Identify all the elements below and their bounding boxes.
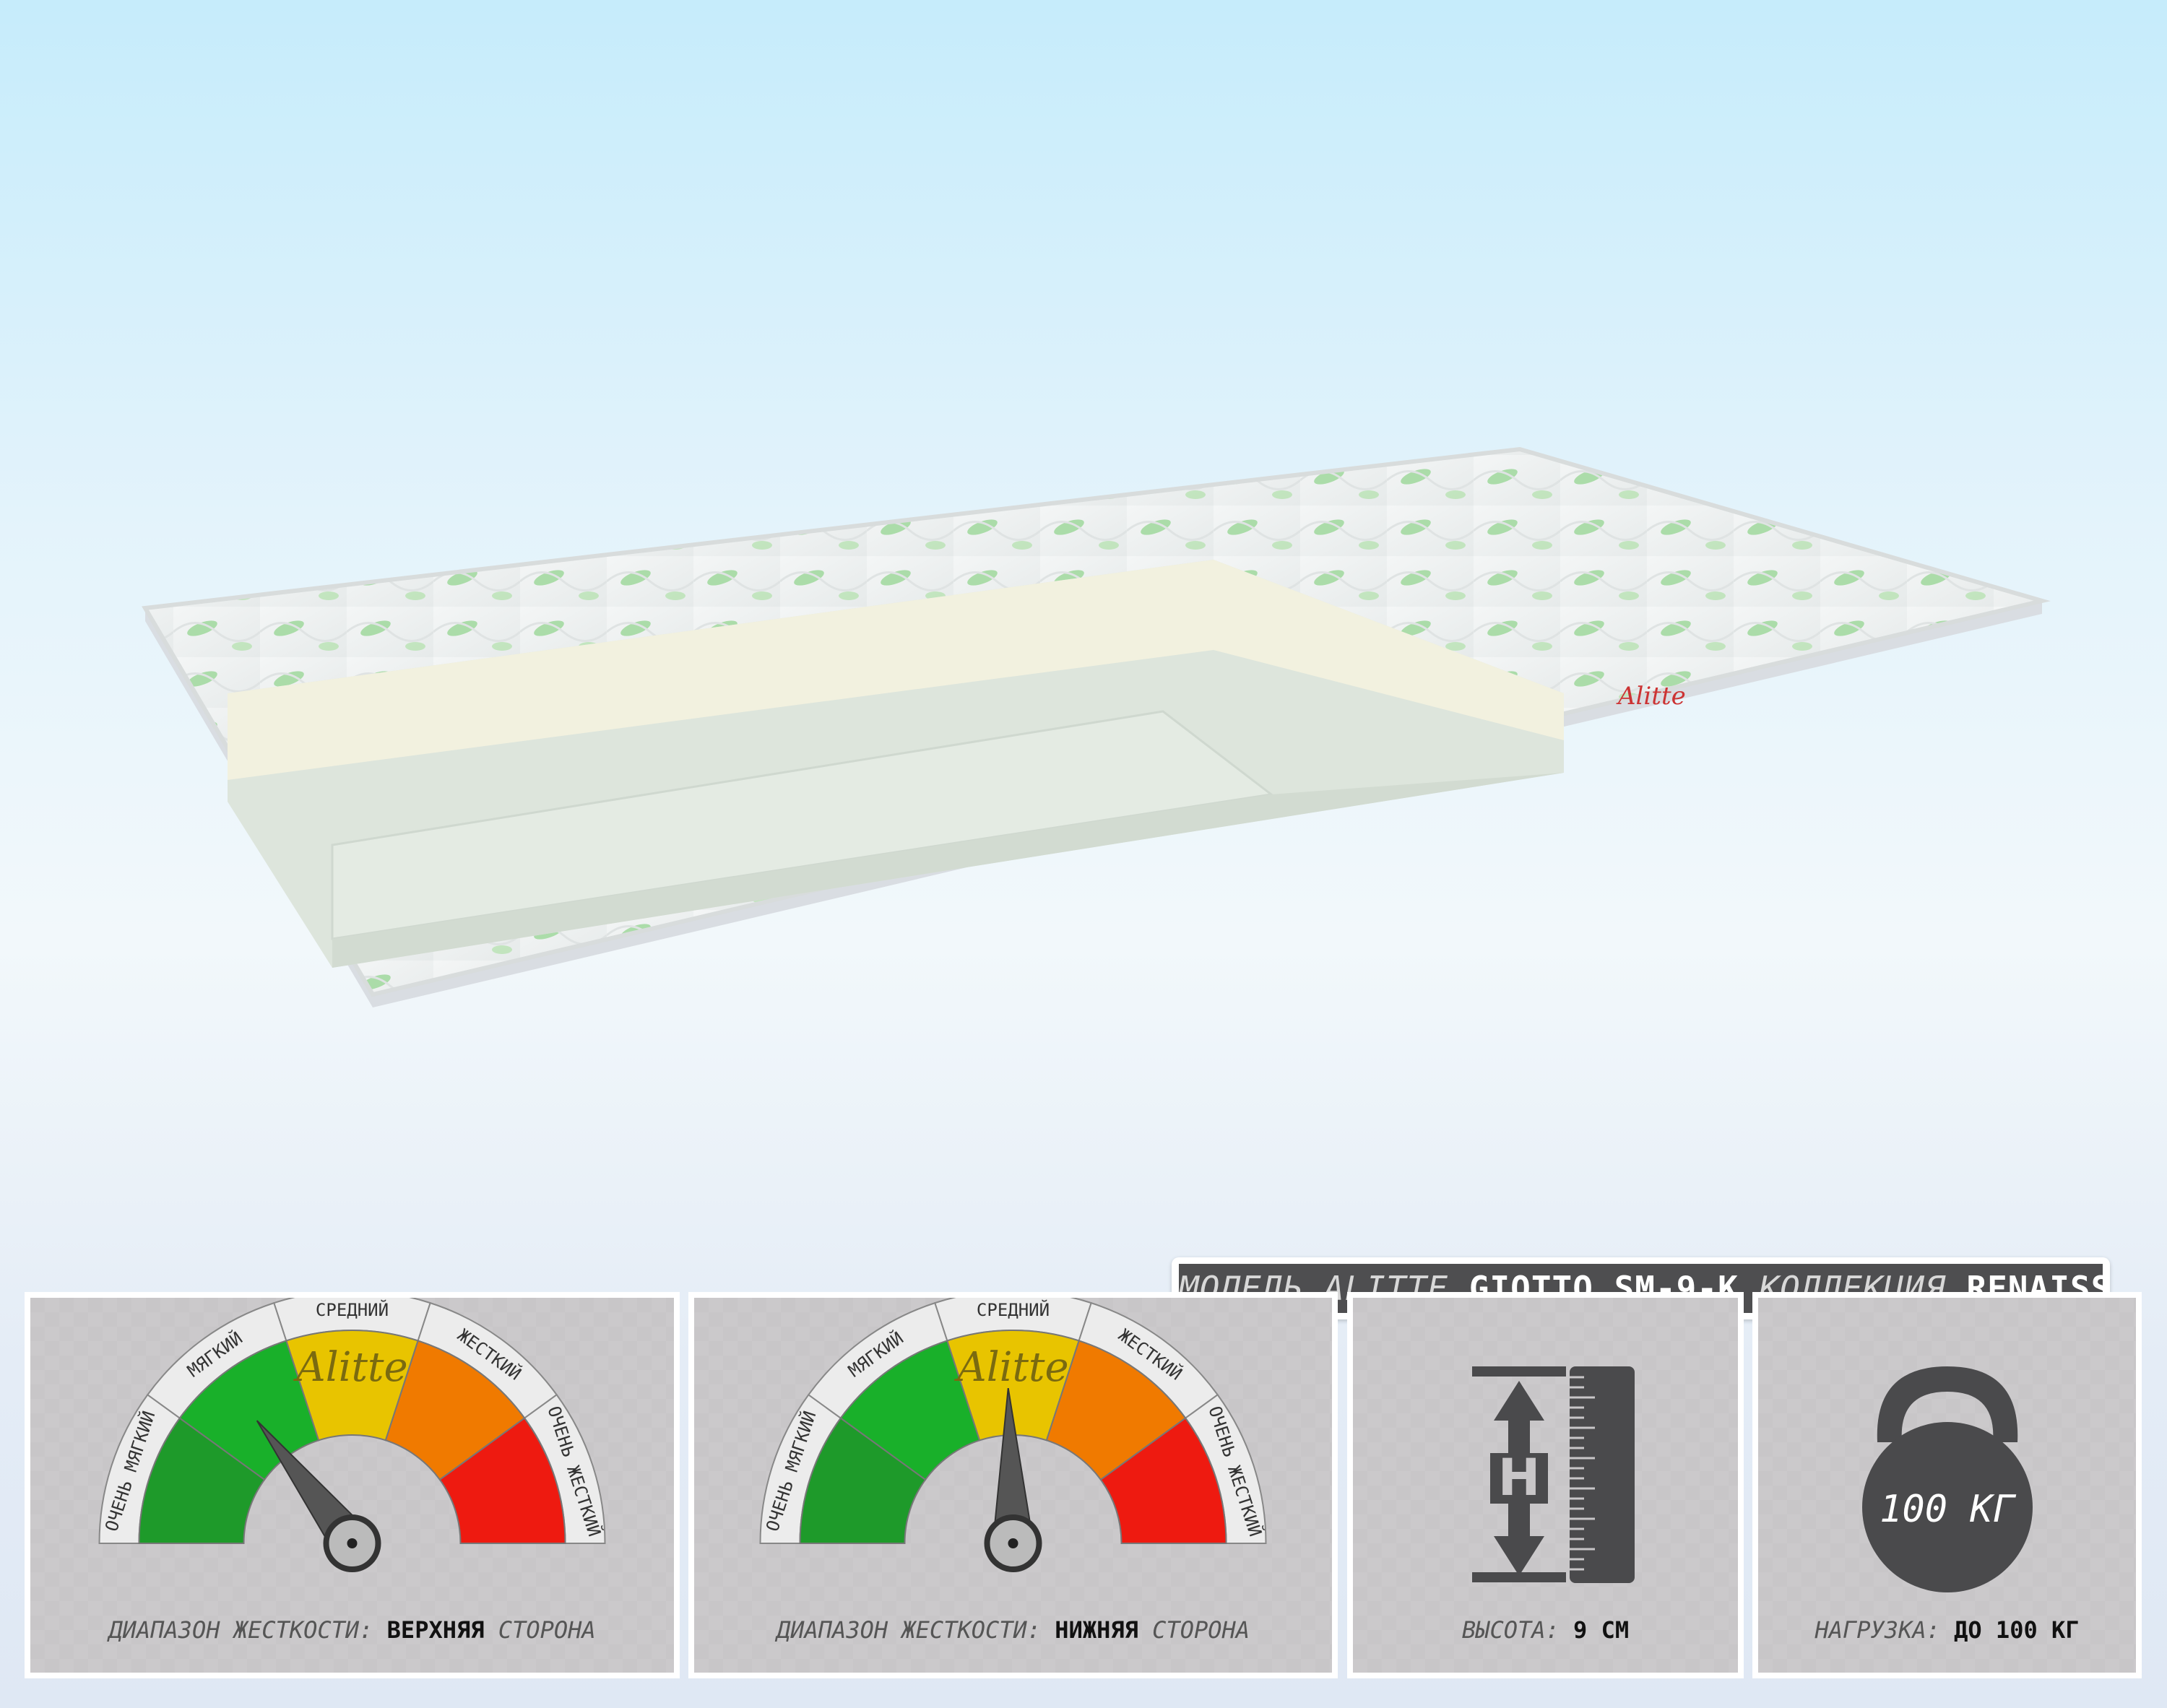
gauge-caption: ДИАПАЗОН ЖЕСТКОСТИ: НИЖНЯЯ СТОРОНА	[776, 1616, 1250, 1644]
svg-text:H: H	[1498, 1448, 1541, 1507]
gauge-caption: ДИАПАЗОН ЖЕСТКОСТИ: ВЕРХНЯЯ СТОРОНА	[108, 1616, 596, 1644]
gauge-panel-top: ОЧЕНЬ МЯГКИЙ МЯГКИЙ СРЕДНИЙ ЖЕСТКИЙ ОЧЕНЬ ЖЕ…	[25, 1292, 680, 1678]
kettlebell-icon: 100 КГ	[1862, 1366, 2033, 1592]
svg-text:100 КГ: 100 КГ	[1880, 1488, 2017, 1531]
height-panel: H ВЫСОТА: 9 СМ	[1347, 1292, 1744, 1678]
brand-logo: Alitte	[293, 1344, 407, 1391]
load-panel: 100 КГ НАГРУЗКА: ДО 100 КГ	[1752, 1292, 2142, 1678]
gauge-segment	[438, 1417, 566, 1544]
height-ruler-icon: H	[1472, 1366, 1635, 1583]
height-caption: ВЫСОТА: 9 СМ	[1461, 1616, 1630, 1644]
gauge-label: СРЕДНИЙ	[977, 1299, 1050, 1320]
load-caption: НАГРУЗКА: ДО 100 КГ	[1815, 1616, 2080, 1644]
gauge-segment	[1099, 1417, 1227, 1544]
brand-logo: Alitte	[953, 1344, 1068, 1391]
gauge-panel-bottom: ОЧЕНЬ МЯГКИЙ МЯГКИЙ СРЕДНИЙ ЖЕСТКИЙ ОЧЕНЬ ЖЕ…	[688, 1292, 1338, 1678]
latex-layer	[228, 560, 1564, 780]
gauge-label: СРЕДНИЙ	[316, 1299, 389, 1320]
cover-logo: Alitte	[1616, 682, 1686, 711]
mattress-image: Alitte	[142, 446, 2051, 1007]
